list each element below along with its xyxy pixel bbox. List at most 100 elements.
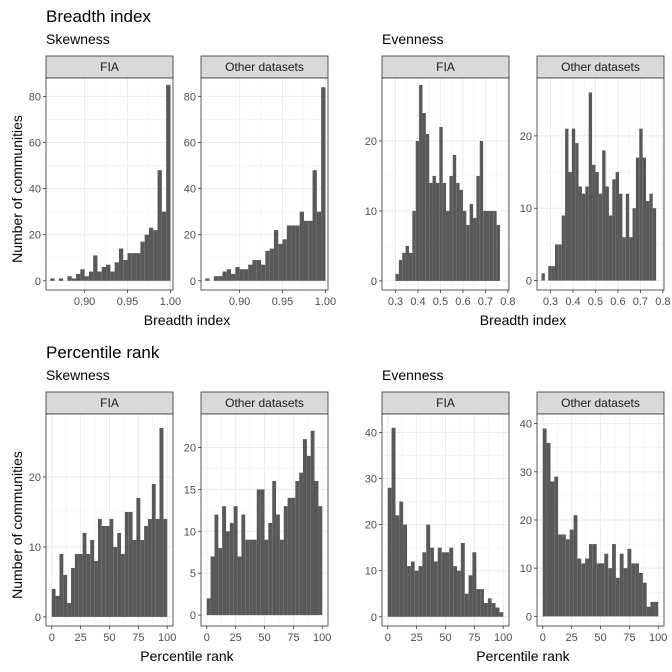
histogram-bar xyxy=(642,582,647,617)
y-tick-label: 30 xyxy=(365,474,377,486)
histogram-bar xyxy=(453,566,458,617)
histogram-bar xyxy=(605,186,609,281)
histogram-bar xyxy=(273,230,279,281)
histogram-bar xyxy=(279,539,284,616)
panel-frame xyxy=(45,77,174,291)
histogram-bar xyxy=(446,210,450,281)
x-tick-label: 1.00 xyxy=(315,296,336,308)
panel-frame xyxy=(536,77,665,291)
group-title-breadth-evenness: Evenness xyxy=(382,31,444,47)
y-tick-label: 20 xyxy=(520,131,532,143)
histogram-bar xyxy=(439,126,443,281)
histogram-bar xyxy=(558,244,562,281)
histogram-bar xyxy=(229,522,234,616)
histogram-bar xyxy=(86,553,91,617)
histogram-bar xyxy=(608,568,613,617)
histogram-bar xyxy=(419,84,423,281)
histogram-bar xyxy=(312,170,317,281)
histogram-bar xyxy=(612,544,616,617)
histogram-bar xyxy=(222,506,227,616)
histogram-bar xyxy=(415,140,420,281)
histogram-bar xyxy=(464,593,469,617)
histogram-bar xyxy=(473,217,477,281)
histogram-bar xyxy=(422,112,426,281)
histogram-bar xyxy=(121,553,125,617)
x-tick-label: 0 xyxy=(385,632,391,644)
panel-frame xyxy=(200,77,329,291)
histogram-bar xyxy=(131,253,137,281)
x-tick-label: 0.7 xyxy=(478,296,493,308)
histogram-bar xyxy=(248,264,253,281)
panel-frame xyxy=(381,77,510,291)
histogram-bar xyxy=(476,175,480,281)
histogram-bar xyxy=(592,164,596,281)
histogram-bar xyxy=(140,241,145,281)
x-tick-label: 75 xyxy=(287,632,299,644)
y-tick-label: 10 xyxy=(365,206,377,218)
histogram-bar xyxy=(287,497,292,616)
y-tick-label: 20 xyxy=(184,230,196,242)
histogram-bar xyxy=(231,273,236,281)
histogram-bar xyxy=(638,573,643,617)
histogram-bar xyxy=(407,566,411,617)
histogram-bar xyxy=(235,266,240,281)
histogram-bar xyxy=(565,539,570,617)
x-tick-label: 75 xyxy=(132,632,144,644)
histogram-bar xyxy=(429,182,433,281)
histogram-bar xyxy=(218,276,223,281)
histogram-bar xyxy=(310,430,315,616)
histogram-bar xyxy=(218,548,223,616)
y-tick-label: 15 xyxy=(184,484,196,496)
histogram-bar xyxy=(109,518,114,617)
histogram-bar xyxy=(575,143,579,281)
histogram-bar xyxy=(469,203,474,281)
histogram-bar xyxy=(619,193,623,281)
histogram-bar xyxy=(456,182,460,281)
x-tick-label: 100 xyxy=(649,632,667,644)
histogram-bar xyxy=(554,476,559,617)
histogram-bar xyxy=(635,157,640,281)
histogram-bar xyxy=(243,269,249,281)
histogram-bar xyxy=(308,220,313,281)
histogram-bar xyxy=(151,483,156,617)
histogram-bar xyxy=(148,227,154,281)
histogram-bar xyxy=(654,601,659,617)
histogram-bar xyxy=(600,563,605,617)
histogram-bar xyxy=(163,518,168,617)
x-tick-label: 0.95 xyxy=(272,296,293,308)
histogram-bar xyxy=(581,193,586,281)
x-tick-label: 0.7 xyxy=(633,296,648,308)
histogram-bar xyxy=(63,574,68,617)
histogram-bar xyxy=(127,253,132,281)
histogram-bar xyxy=(430,547,434,617)
x-tick-label: 75 xyxy=(623,632,635,644)
histogram-bar xyxy=(483,602,488,617)
histogram-bar xyxy=(84,276,89,281)
histogram-bar xyxy=(499,612,504,617)
histogram-bar xyxy=(595,172,599,281)
facet-strip-label: Other datasets xyxy=(225,396,304,410)
x-tick-label: 0.6 xyxy=(610,296,625,308)
section-title-percentile: Percentile rank xyxy=(46,343,160,362)
histogram-bar xyxy=(124,511,129,617)
histogram-bar xyxy=(214,514,219,616)
histogram-bar xyxy=(256,489,261,616)
histogram-bar xyxy=(398,259,403,281)
histogram-bar xyxy=(487,598,492,617)
x-tick-label: 25 xyxy=(230,632,242,644)
histogram-bar xyxy=(432,175,436,281)
histogram-bar xyxy=(642,157,647,281)
histogram-bar xyxy=(493,210,497,281)
histogram-bar xyxy=(541,273,545,281)
y-tick-label: 40 xyxy=(365,427,377,439)
x-tick-label: 0.90 xyxy=(229,296,250,308)
histogram-bar xyxy=(585,186,589,281)
x-tick-label: 0.3 xyxy=(388,296,403,308)
histogram-bar xyxy=(479,140,484,281)
y-tick-label: 10 xyxy=(365,566,377,578)
x-tick-label: 100 xyxy=(158,632,176,644)
histogram-bar xyxy=(106,264,111,281)
x-axis-label-breadth-skewness: Breadth index xyxy=(143,312,231,328)
histogram-bar xyxy=(239,269,244,281)
